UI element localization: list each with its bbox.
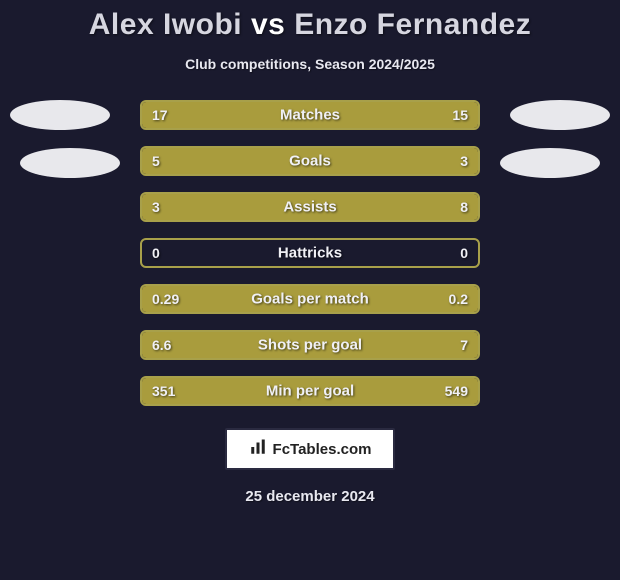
- stat-row: Assists 3 8: [0, 192, 620, 222]
- stat-value-left: 17: [152, 107, 168, 123]
- stat-bar-track: Goals per match 0.29 0.2: [140, 284, 480, 314]
- stat-bar-track: Goals 5 3: [140, 146, 480, 176]
- source-badge: FcTables.com: [225, 428, 396, 470]
- stat-value-left: 6.6: [152, 337, 171, 353]
- stat-value-right: 7: [460, 337, 468, 353]
- stat-bar-right: [350, 148, 478, 174]
- date-label: 25 december 2024: [245, 488, 374, 505]
- stat-bar-track: Shots per goal 6.6 7: [140, 330, 480, 360]
- stat-value-right: 15: [452, 107, 468, 123]
- player2-name: Enzo Fernandez: [294, 8, 531, 41]
- stat-value-left: 0: [152, 245, 160, 261]
- stat-value-right: 0.2: [449, 291, 468, 307]
- chart-icon: [249, 438, 267, 460]
- stat-row: Min per goal 351 549: [0, 376, 620, 406]
- stat-value-left: 5: [152, 153, 160, 169]
- stat-bar-track: Min per goal 351 549: [140, 376, 480, 406]
- stat-value-left: 3: [152, 199, 160, 215]
- stats-rows: Matches 17 15 Goals 5 3 Assists 3 8 Hattricks 0 0 Go…: [0, 100, 620, 406]
- stat-value-right: 0: [460, 245, 468, 261]
- comparison-container: Alex Iwobi vs Enzo Fernandez Club compet…: [0, 0, 620, 580]
- stat-row: Goals 5 3: [0, 146, 620, 176]
- stat-bar-track: Matches 17 15: [140, 100, 480, 130]
- stat-row: Hattricks 0 0: [0, 238, 620, 268]
- vs-label: vs: [251, 8, 285, 41]
- stat-row: Goals per match 0.29 0.2: [0, 284, 620, 314]
- stat-row: Matches 17 15: [0, 100, 620, 130]
- source-label: FcTables.com: [273, 441, 372, 458]
- stat-label: Min per goal: [266, 383, 354, 400]
- stat-label: Hattricks: [278, 245, 342, 262]
- stat-value-left: 0.29: [152, 291, 179, 307]
- stat-value-right: 3: [460, 153, 468, 169]
- stat-label: Goals per match: [251, 291, 369, 308]
- stat-label: Shots per goal: [258, 337, 362, 354]
- subtitle: Club competitions, Season 2024/2025: [185, 56, 435, 72]
- page-title: Alex Iwobi vs Enzo Fernandez: [89, 8, 531, 42]
- stat-row: Shots per goal 6.6 7: [0, 330, 620, 360]
- stat-label: Assists: [283, 199, 336, 216]
- stat-bar-right: [233, 194, 478, 220]
- player1-name: Alex Iwobi: [89, 8, 242, 41]
- stat-label: Matches: [280, 107, 340, 124]
- stat-label: Goals: [289, 153, 331, 170]
- stat-bar-track: Hattricks 0 0: [140, 238, 480, 268]
- stat-value-left: 351: [152, 383, 175, 399]
- stat-bar-track: Assists 3 8: [140, 192, 480, 222]
- stat-value-right: 549: [445, 383, 468, 399]
- stat-value-right: 8: [460, 199, 468, 215]
